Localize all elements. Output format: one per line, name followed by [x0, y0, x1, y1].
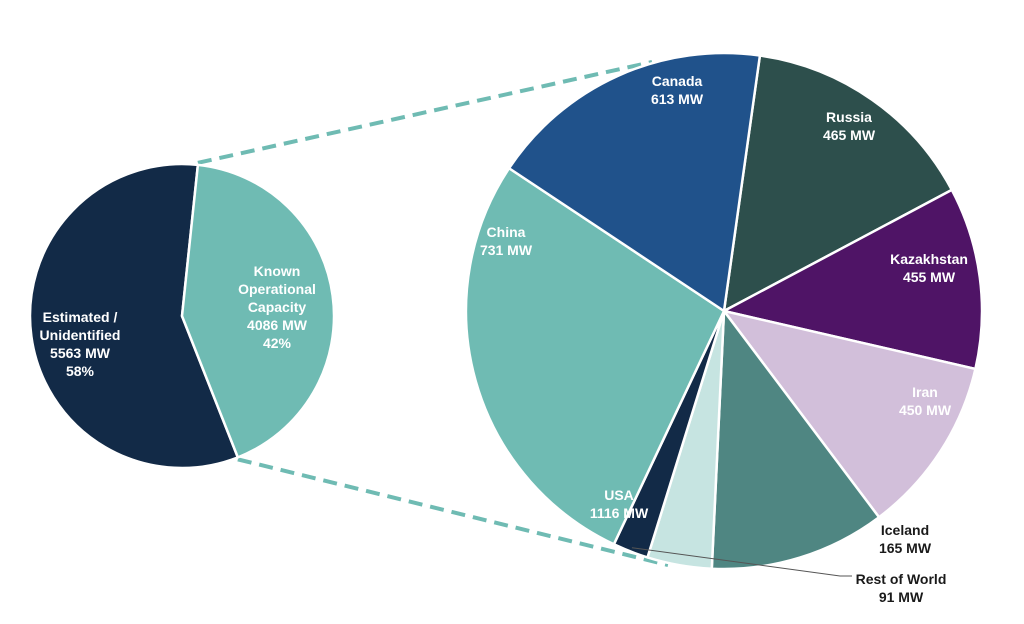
right-pie	[464, 51, 984, 571]
label-china: China 731 MW	[480, 224, 533, 258]
slice-known-operational-capacity	[180, 163, 336, 459]
left-pie	[28, 162, 336, 470]
label-iceland: Iceland 165 MW	[879, 522, 932, 556]
slice-usa	[464, 166, 726, 546]
label-kazakhstan: Kazakhstan 455 MW	[890, 251, 968, 285]
slice-estimated-unidentified	[28, 162, 240, 470]
slice-russia	[722, 188, 984, 371]
label-known-operational-capacity: Known Operational Capacity 4086 MW 42%	[238, 263, 316, 351]
label-canada: Canada 613 MW	[651, 73, 704, 107]
slice-canada	[722, 54, 954, 313]
slice-iran	[710, 309, 881, 571]
slice-china	[507, 51, 762, 313]
label-russia: Russia 465 MW	[823, 109, 876, 143]
connector-top	[197, 60, 653, 165]
slice-kazakhstan	[722, 309, 977, 519]
label-estimated-unidentified: Estimated / Unidentified 5563 MW 58%	[40, 309, 121, 379]
label-rest-of-world: Rest of World 91 MW	[856, 571, 947, 605]
leader-line-rest-of-world	[631, 547, 852, 577]
label-usa: USA 1116 MW	[590, 487, 649, 521]
right-pie-labels: Canada 613 MW Russia 465 MW Kazakhstan 455 MW…	[480, 73, 968, 605]
left-pie-labels: Estimated / Unidentified 5563 MW 58% Known Op…	[40, 263, 316, 379]
connector-bottom	[237, 457, 669, 567]
zoom-connectors	[197, 60, 669, 567]
label-iran: Iran 450 MW	[899, 384, 952, 418]
